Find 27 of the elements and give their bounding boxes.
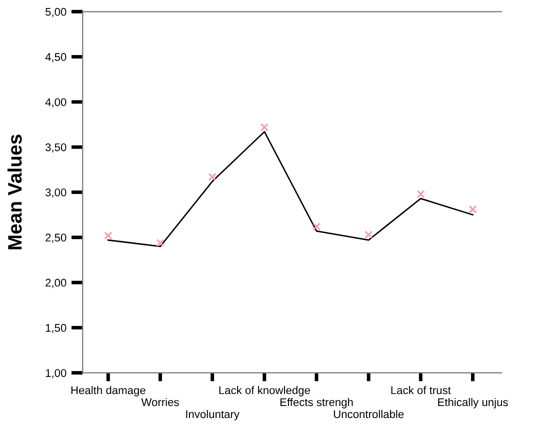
x-tick-label: Worries xyxy=(141,398,179,406)
y-tick-label: 1,00 xyxy=(46,369,66,378)
point xyxy=(260,123,269,132)
y-tick-label: 3,00 xyxy=(45,188,66,198)
x-tick-label: Effects strengh xyxy=(280,398,353,408)
y-tick-label: 2,00 xyxy=(46,278,66,288)
y-tick-label: 5,00 xyxy=(46,8,66,18)
y-tick-label: 1,50 xyxy=(46,324,66,334)
point xyxy=(156,238,164,247)
x-tick-label: Health damage xyxy=(71,386,146,396)
y-tick-label: 3,50 xyxy=(45,143,66,153)
x-tick-label: Involuntary xyxy=(186,410,240,420)
x-tick-label: Lack of knowledge xyxy=(219,386,310,396)
point xyxy=(468,205,477,214)
x-tick-label: Ethically unjus xyxy=(438,398,508,408)
x-tick-label: Lack of trust xyxy=(391,386,451,394)
point xyxy=(416,190,425,198)
x-tick-label: Uncontrollable xyxy=(334,410,404,418)
point xyxy=(208,172,216,181)
line-series xyxy=(107,131,474,248)
y-tick-label: 2,50 xyxy=(46,234,66,243)
y-tick-label: 4,50 xyxy=(45,53,66,62)
point xyxy=(312,222,321,231)
point xyxy=(364,230,373,239)
y-axis-title: Mean Values xyxy=(7,134,22,250)
point xyxy=(104,231,112,240)
y-tick-label: 4,00 xyxy=(45,98,66,108)
